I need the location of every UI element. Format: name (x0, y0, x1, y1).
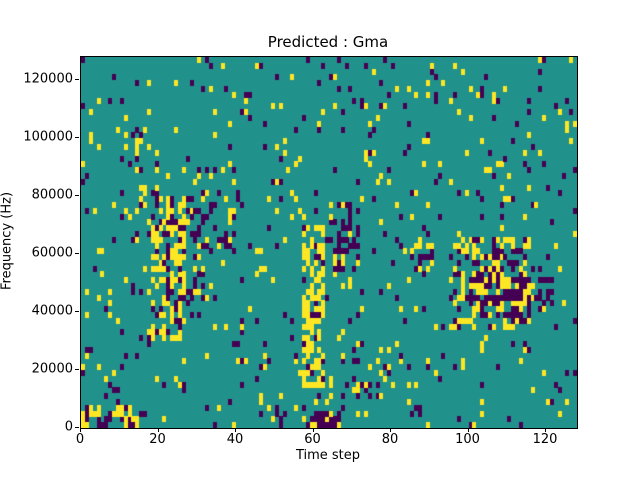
x-tick-label: 20 (149, 432, 166, 447)
y-tick-mark (75, 427, 79, 428)
x-tick-mark (80, 428, 81, 432)
y-tick-mark (75, 369, 79, 371)
x-tick-label: 100 (455, 432, 480, 447)
y-tick-mark (75, 253, 79, 255)
x-tick-mark (312, 428, 314, 432)
x-tick-mark (235, 428, 236, 432)
y-tick-label: 40000 (31, 303, 73, 319)
y-tick-mark (75, 311, 79, 313)
y-tick-label: 120000 (23, 71, 73, 87)
y-tick-mark (75, 137, 79, 139)
x-tick-label: 60 (304, 432, 321, 447)
x-axis-label: Time step (295, 448, 361, 463)
y-axis-label: Frequency (Hz) (0, 191, 15, 291)
x-tick-mark (157, 428, 159, 432)
y-tick-label: 0 (64, 419, 73, 435)
y-tick-mark (75, 79, 79, 81)
x-tick-mark (467, 428, 469, 432)
x-tick-mark (545, 428, 546, 432)
x-tick-label: 0 (75, 432, 85, 447)
y-tick-label: 20000 (31, 361, 73, 377)
heatmap-canvas (81, 57, 577, 428)
y-tick-mark (75, 195, 79, 197)
plot-area (80, 56, 578, 429)
x-tick-mark (390, 428, 391, 432)
x-tick-label: 120 (532, 432, 558, 447)
y-tick-label: 100000 (23, 129, 73, 145)
y-tick-label: 60000 (31, 245, 73, 261)
chart-title: Predicted : Gma (267, 33, 389, 51)
x-tick-label: 80 (381, 432, 399, 447)
y-tick-label: 80000 (31, 187, 73, 203)
x-tick-label: 40 (226, 432, 244, 447)
